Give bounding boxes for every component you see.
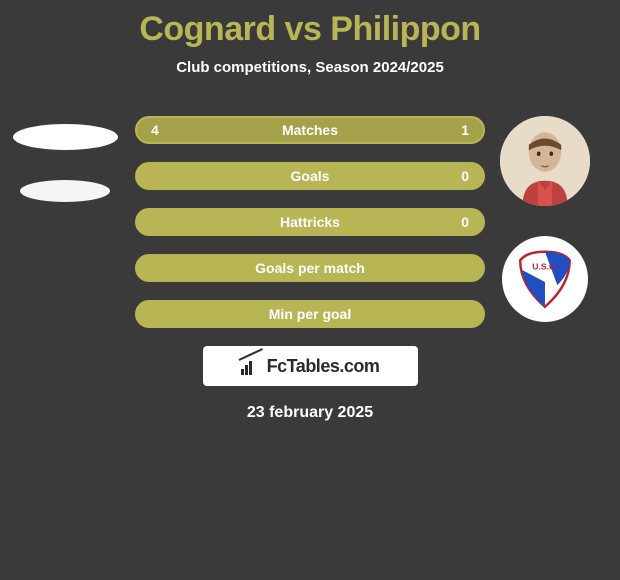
club-shield-icon: U.S.C. — [514, 248, 576, 310]
left-club-logo-placeholder — [20, 180, 110, 202]
date-label: 23 february 2025 — [0, 404, 620, 422]
stat-bar-goals: 0 Goals — [135, 162, 485, 190]
bar-label: Goals per match — [255, 260, 365, 276]
bar-label: Goals — [291, 168, 330, 184]
comparison-content: 4 1 Matches 0 Goals 0 Hattricks Goals per match… — [0, 116, 620, 328]
stat-bar-matches: 4 1 Matches — [135, 116, 485, 144]
brand-badge: FcTables.com — [203, 346, 418, 386]
bar-label: Matches — [282, 122, 338, 138]
stat-bar-hattricks: 0 Hattricks — [135, 208, 485, 236]
bar-left-fill — [137, 118, 414, 142]
svg-text:U.S.C.: U.S.C. — [532, 262, 558, 272]
subtitle: Club competitions, Season 2024/2025 — [0, 59, 620, 76]
bar-left-value: 4 — [151, 122, 159, 138]
right-player-avatar — [500, 116, 590, 206]
bar-label: Min per goal — [269, 306, 351, 322]
stat-bar-goals-per-match: Goals per match — [135, 254, 485, 282]
person-icon — [500, 116, 590, 206]
bar-label: Hattricks — [280, 214, 340, 230]
bar-right-value: 0 — [461, 214, 469, 230]
left-player-column — [0, 116, 130, 202]
stat-bars: 4 1 Matches 0 Goals 0 Hattricks Goals per match… — [135, 116, 485, 328]
right-player-column: U.S.C. — [480, 116, 610, 322]
left-player-avatar-placeholder — [13, 124, 118, 150]
chart-icon — [241, 357, 263, 375]
brand-text: FcTables.com — [267, 356, 380, 377]
bar-right-value: 0 — [461, 168, 469, 184]
bar-right-fill — [414, 118, 483, 142]
bar-right-value: 1 — [461, 122, 469, 138]
stat-bar-min-per-goal: Min per goal — [135, 300, 485, 328]
right-club-logo: U.S.C. — [502, 236, 588, 322]
page-title: Cognard vs Philippon — [0, 0, 620, 49]
